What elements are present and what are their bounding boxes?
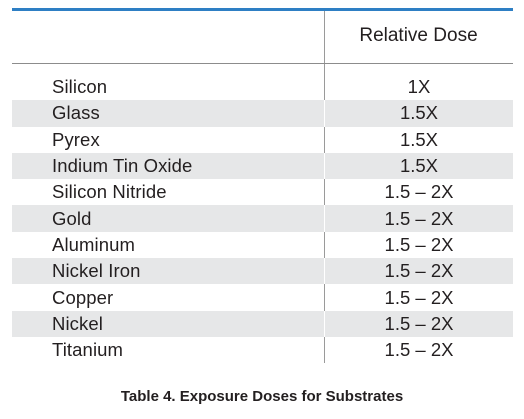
material-cell: Indium Tin Oxide — [52, 155, 193, 177]
table-row: Pyrex 1.5X — [12, 126, 513, 153]
exposure-dose-table: Relative Dose Silicon 1X Glass 1.5X Pyre… — [12, 8, 513, 364]
column-divider — [324, 205, 325, 232]
table-row: Nickel 1.5 – 2X — [12, 310, 513, 337]
column-divider — [324, 64, 325, 74]
header-rule — [12, 63, 513, 64]
table-row: Glass 1.5X — [12, 100, 513, 127]
dose-cell: 1.5 – 2X — [384, 286, 454, 308]
dose-cell: 1.5 – 2X — [384, 207, 454, 229]
column-divider — [324, 336, 325, 364]
column-divider — [324, 231, 325, 259]
dose-cell: 1.5X — [399, 155, 439, 177]
material-cell: Aluminum — [52, 233, 136, 255]
table-row: Indium Tin Oxide 1.5X — [12, 152, 513, 180]
table-row: Gold 1.5 – 2X — [12, 205, 513, 232]
column-divider — [324, 310, 325, 337]
column-divider — [324, 258, 325, 285]
material-cell: Nickel — [52, 312, 103, 334]
header-relative-dose: Relative Dose — [359, 25, 478, 46]
dose-cell: 1.5X — [399, 128, 439, 150]
table-row: Copper 1.5 – 2X — [12, 284, 513, 311]
dose-cell: 1X — [407, 76, 431, 98]
dose-cell: 1.5 – 2X — [384, 181, 454, 203]
table-row: Silicon Nitride 1.5 – 2X — [12, 179, 513, 206]
table-caption: Table 4. Exposure Doses for Substrates — [120, 388, 404, 405]
column-divider — [324, 152, 325, 180]
table-row: Nickel Iron 1.5 – 2X — [12, 258, 513, 285]
material-cell: Nickel Iron — [52, 260, 141, 282]
dose-cell: 1.5 – 2X — [384, 339, 454, 361]
material-cell: Silicon — [52, 76, 108, 98]
dose-cell: 1.5 – 2X — [384, 312, 454, 334]
column-divider — [324, 179, 325, 206]
dose-cell: 1.5 – 2X — [384, 233, 454, 255]
column-divider — [324, 100, 325, 127]
column-divider — [324, 11, 325, 63]
dose-cell: 1.5 – 2X — [384, 260, 454, 282]
table-header-row: Relative Dose — [12, 11, 513, 63]
table-body: Silicon 1X Glass 1.5X Pyrex 1.5X Indium … — [12, 74, 513, 364]
table-top-rule — [12, 8, 513, 11]
material-cell: Pyrex — [52, 128, 100, 150]
material-cell: Glass — [52, 102, 100, 124]
dose-cell: 1.5X — [399, 102, 439, 124]
column-divider — [324, 284, 325, 311]
material-cell: Titanium — [52, 339, 124, 361]
material-cell: Silicon Nitride — [52, 181, 167, 203]
table-row: Aluminum 1.5 – 2X — [12, 231, 513, 259]
material-cell: Gold — [52, 207, 92, 229]
column-divider — [324, 126, 325, 153]
column-divider — [324, 74, 325, 101]
header-spacer — [12, 64, 513, 74]
material-cell: Copper — [52, 286, 114, 308]
table-row: Silicon 1X — [12, 74, 513, 101]
table-row: Titanium 1.5 – 2X — [12, 336, 513, 364]
